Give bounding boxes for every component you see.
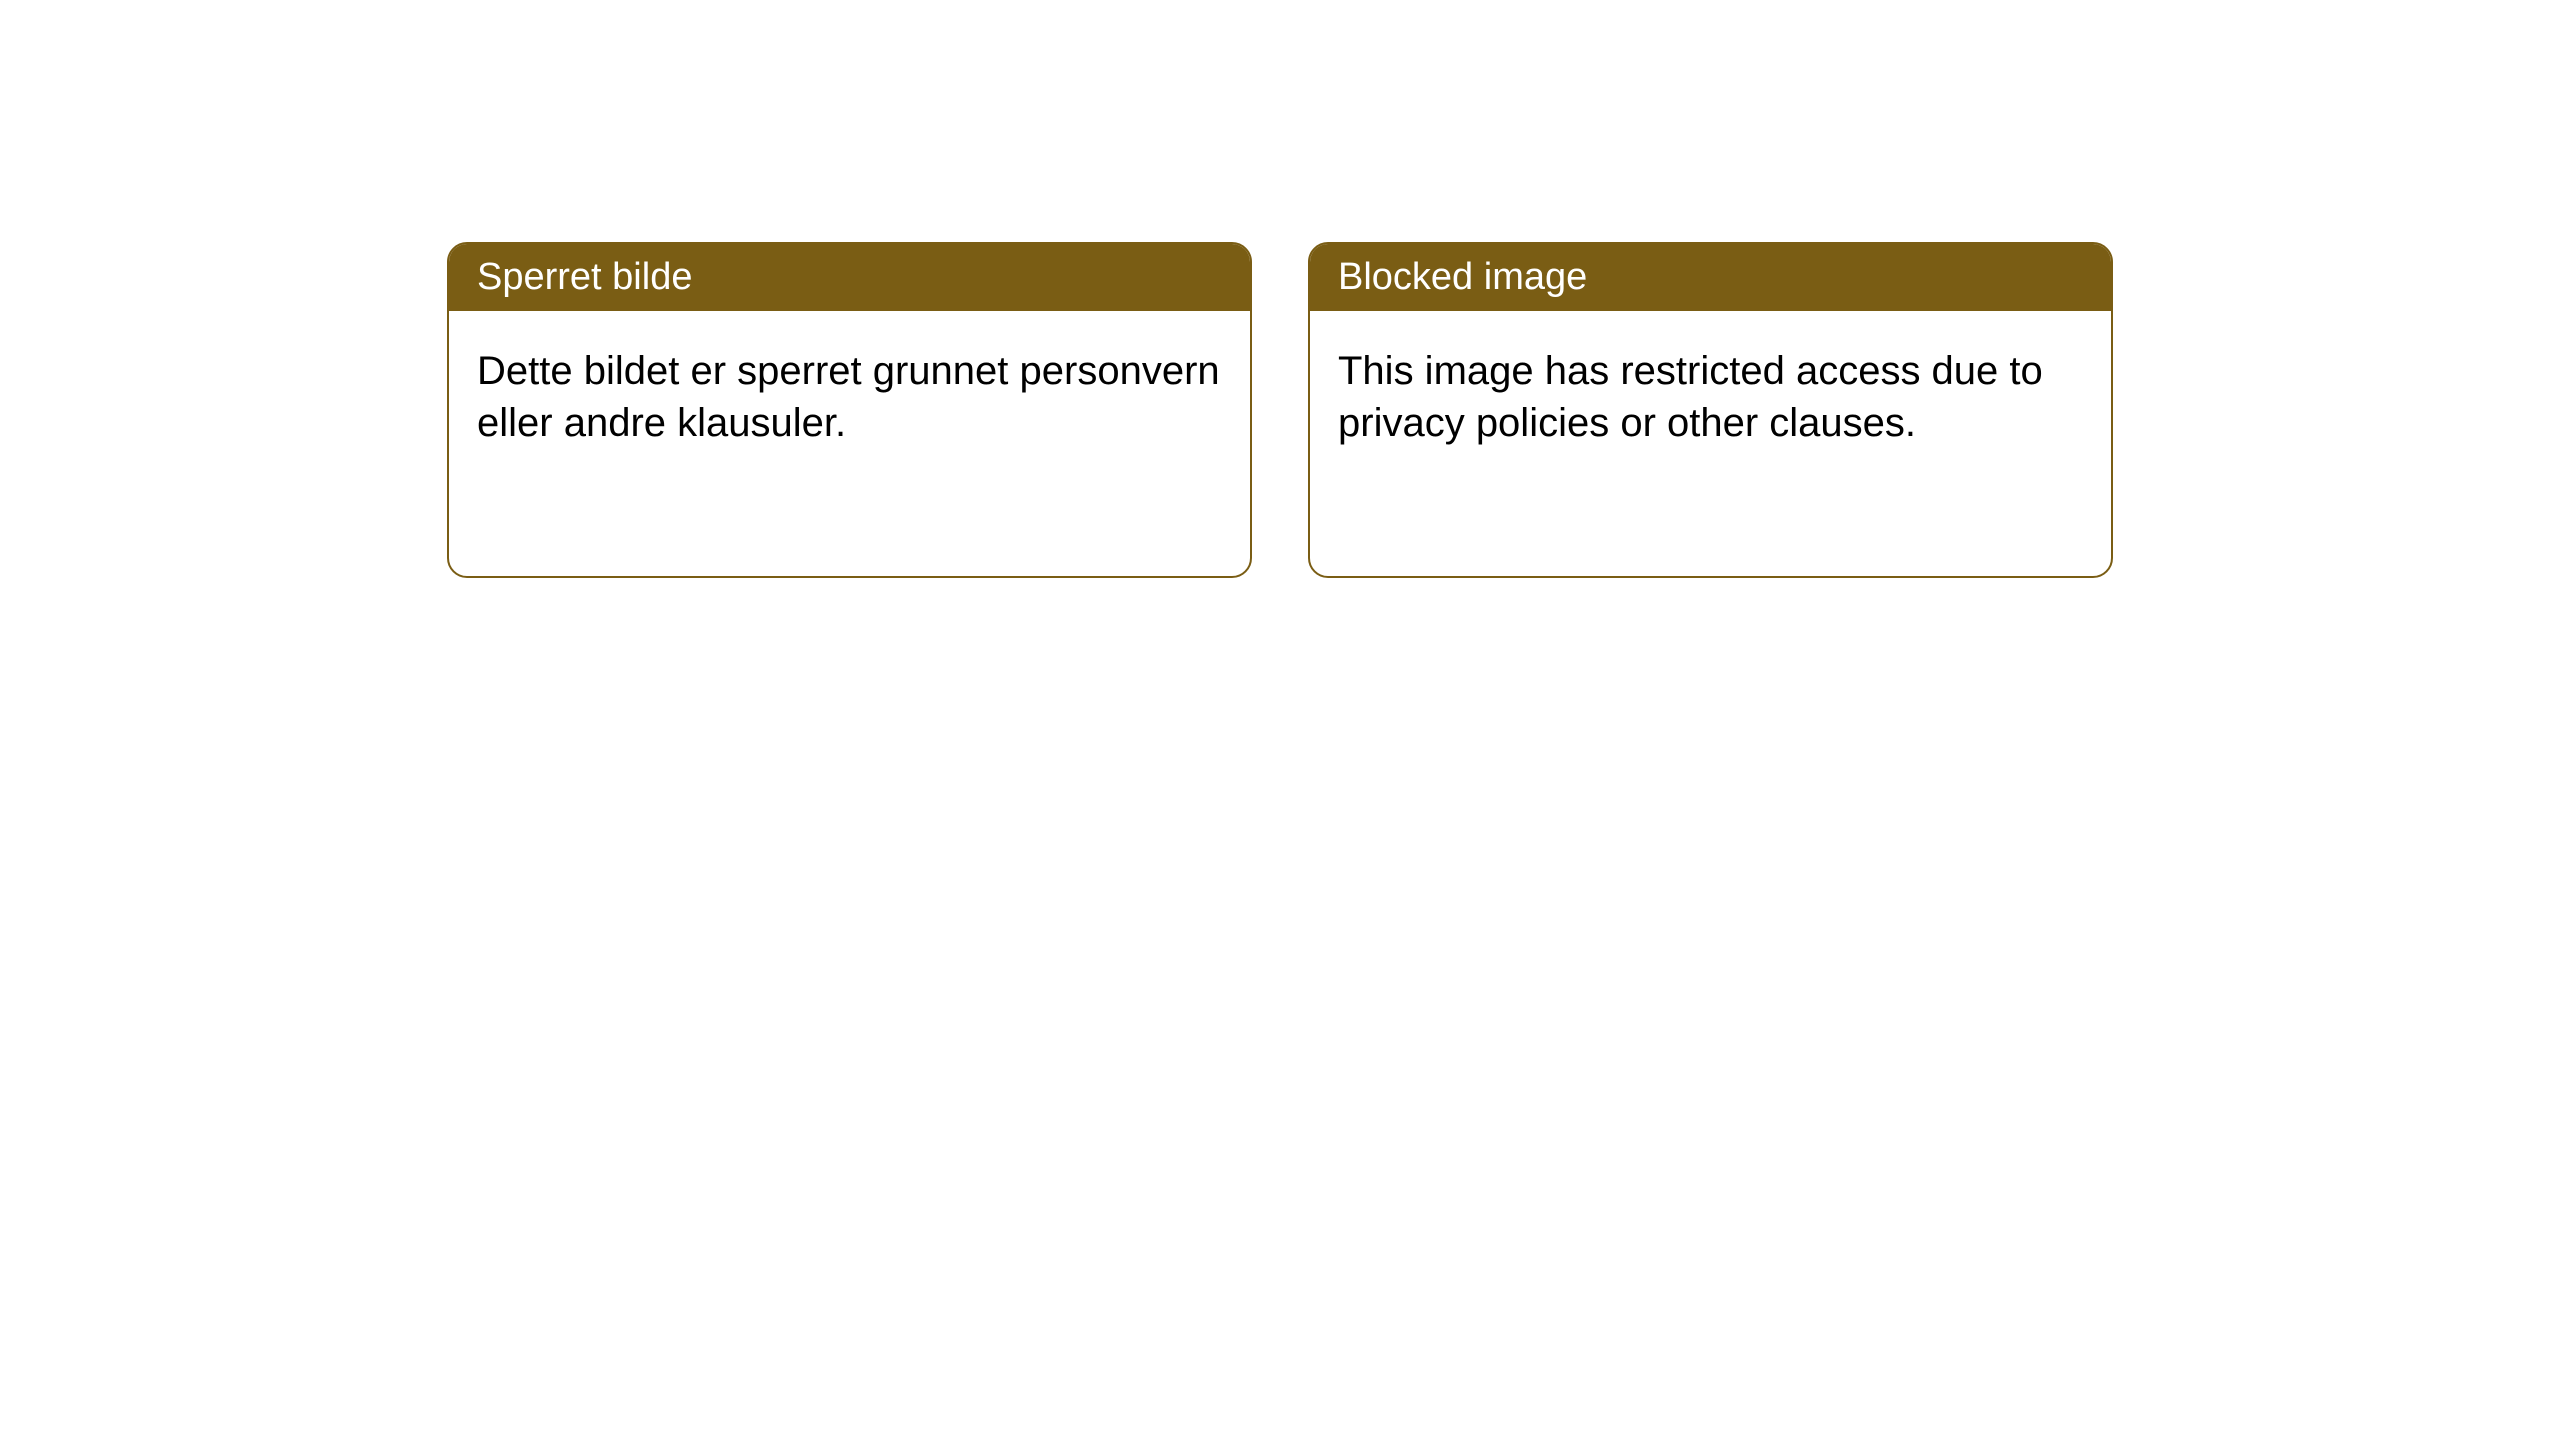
card-title-no: Sperret bilde — [477, 256, 692, 298]
card-message-no: Dette bildet er sperret grunnet personve… — [477, 349, 1220, 445]
blocked-image-card-no: Sperret bilde Dette bildet er sperret gr… — [447, 242, 1252, 578]
card-title-en: Blocked image — [1338, 256, 1587, 298]
card-message-en: This image has restricted access due to … — [1338, 349, 2043, 445]
card-header-en: Blocked image — [1310, 244, 2111, 311]
card-body-no: Dette bildet er sperret grunnet personve… — [449, 311, 1250, 483]
card-header-no: Sperret bilde — [449, 244, 1250, 311]
blocked-image-card-en: Blocked image This image has restricted … — [1308, 242, 2113, 578]
card-body-en: This image has restricted access due to … — [1310, 311, 2111, 483]
cards-container: Sperret bilde Dette bildet er sperret gr… — [447, 242, 2113, 578]
